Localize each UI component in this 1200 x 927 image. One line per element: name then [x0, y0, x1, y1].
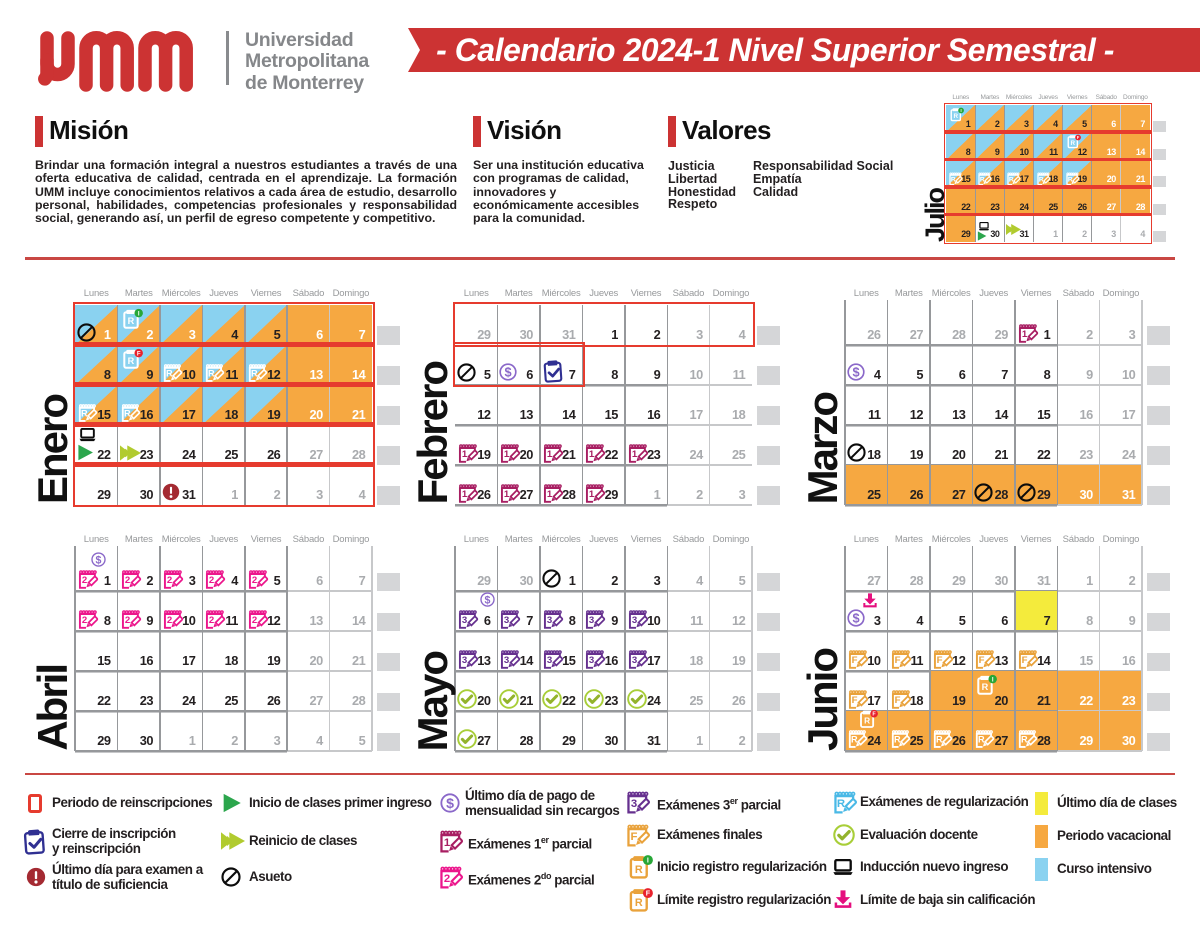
svg-text:1: 1 — [462, 449, 468, 460]
svg-text:3: 3 — [462, 655, 467, 666]
svg-text:2: 2 — [167, 575, 172, 586]
svg-text:2: 2 — [209, 575, 214, 586]
svg-text:R: R — [864, 716, 870, 726]
svg-text:R: R — [127, 356, 134, 366]
svg-text:R: R — [982, 682, 989, 692]
svg-text:1: 1 — [547, 449, 553, 460]
svg-text:2: 2 — [82, 615, 87, 626]
svg-text:R: R — [951, 176, 956, 183]
svg-text:3: 3 — [589, 655, 594, 666]
svg-text:$: $ — [852, 611, 859, 626]
svg-text:1: 1 — [462, 489, 468, 500]
svg-text:R: R — [81, 408, 88, 418]
svg-text:2: 2 — [124, 575, 129, 586]
svg-text:R: R — [851, 734, 858, 744]
svg-text:1: 1 — [589, 489, 595, 500]
svg-text:2: 2 — [124, 615, 129, 626]
svg-text:R: R — [1021, 734, 1028, 744]
svg-text:F: F — [979, 655, 985, 666]
svg-text:1: 1 — [547, 489, 553, 500]
svg-text:2: 2 — [209, 615, 214, 626]
svg-text:$: $ — [852, 364, 859, 379]
svg-text:R: R — [635, 864, 643, 876]
svg-text:3: 3 — [462, 615, 467, 626]
svg-text:F: F — [1076, 135, 1079, 140]
svg-text:3: 3 — [632, 655, 637, 666]
svg-text:R: R — [123, 408, 130, 418]
svg-text:R: R — [978, 734, 985, 744]
svg-text:F: F — [937, 655, 943, 666]
svg-text:2: 2 — [252, 575, 257, 586]
svg-text:I: I — [961, 108, 962, 113]
svg-text:$: $ — [505, 364, 512, 379]
svg-text:F: F — [894, 695, 900, 706]
svg-text:3: 3 — [547, 615, 552, 626]
svg-text:R: R — [1009, 176, 1014, 183]
svg-text:R: R — [954, 113, 959, 120]
svg-text:$: $ — [446, 796, 454, 812]
svg-text:3: 3 — [632, 615, 637, 626]
svg-text:R: R — [127, 316, 134, 326]
svg-text:I: I — [137, 311, 139, 317]
svg-text:R: R — [166, 368, 173, 378]
svg-text:F: F — [1021, 655, 1027, 666]
svg-text:2: 2 — [167, 615, 172, 626]
svg-text:1: 1 — [444, 837, 450, 849]
svg-text:1: 1 — [504, 449, 510, 460]
svg-text:R: R — [837, 798, 845, 810]
svg-text:F: F — [136, 351, 140, 357]
svg-text:R: R — [1038, 176, 1043, 183]
svg-text:F: F — [631, 831, 638, 843]
svg-text:R: R — [1067, 176, 1072, 183]
svg-text:3: 3 — [547, 655, 552, 666]
svg-text:F: F — [872, 712, 876, 718]
svg-text:F: F — [852, 695, 858, 706]
svg-text:1: 1 — [632, 449, 638, 460]
svg-text:2: 2 — [252, 615, 257, 626]
svg-text:F: F — [646, 890, 651, 898]
svg-text:2: 2 — [444, 873, 450, 885]
svg-text:1: 1 — [589, 449, 595, 460]
svg-text:R: R — [635, 897, 643, 909]
svg-text:R: R — [936, 734, 943, 744]
svg-text:I: I — [992, 677, 994, 683]
svg-text:3: 3 — [589, 615, 594, 626]
svg-text:R: R — [251, 368, 258, 378]
svg-text:F: F — [894, 655, 900, 666]
svg-text:I: I — [647, 857, 649, 865]
svg-text:3: 3 — [631, 798, 637, 810]
svg-text:F: F — [852, 655, 858, 666]
svg-text:R: R — [980, 176, 985, 183]
svg-text:$: $ — [96, 554, 102, 566]
svg-text:3: 3 — [504, 615, 509, 626]
svg-text:1: 1 — [1022, 329, 1028, 340]
svg-text:1: 1 — [504, 489, 510, 500]
svg-text:$: $ — [485, 594, 491, 606]
svg-text:R: R — [208, 368, 215, 378]
svg-text:2: 2 — [82, 575, 87, 586]
svg-text:R: R — [1070, 140, 1075, 147]
svg-text:3: 3 — [504, 655, 509, 666]
svg-text:R: R — [893, 734, 900, 744]
